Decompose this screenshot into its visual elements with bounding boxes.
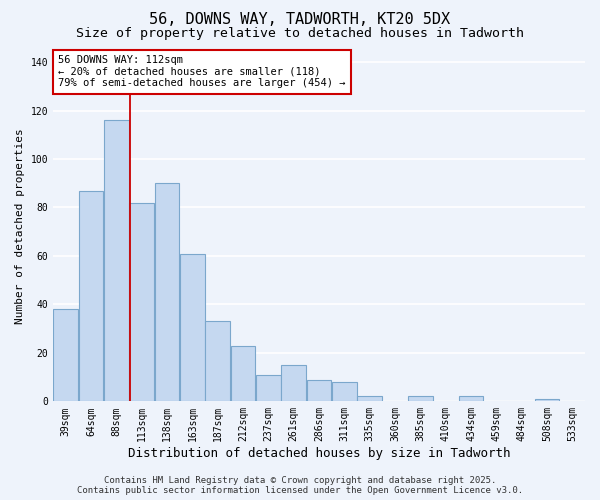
- X-axis label: Distribution of detached houses by size in Tadworth: Distribution of detached houses by size …: [128, 447, 510, 460]
- Bar: [535, 399, 559, 402]
- Bar: [155, 184, 179, 402]
- Y-axis label: Number of detached properties: Number of detached properties: [15, 128, 25, 324]
- Bar: [79, 190, 103, 402]
- Bar: [53, 310, 78, 402]
- Bar: [256, 374, 281, 402]
- Bar: [205, 322, 230, 402]
- Text: Contains HM Land Registry data © Crown copyright and database right 2025.
Contai: Contains HM Land Registry data © Crown c…: [77, 476, 523, 495]
- Bar: [307, 380, 331, 402]
- Text: 56, DOWNS WAY, TADWORTH, KT20 5DX: 56, DOWNS WAY, TADWORTH, KT20 5DX: [149, 12, 451, 28]
- Text: 56 DOWNS WAY: 112sqm
← 20% of detached houses are smaller (118)
79% of semi-deta: 56 DOWNS WAY: 112sqm ← 20% of detached h…: [58, 56, 346, 88]
- Bar: [104, 120, 128, 402]
- Bar: [358, 396, 382, 402]
- Bar: [459, 396, 483, 402]
- Bar: [130, 202, 154, 402]
- Bar: [180, 254, 205, 402]
- Text: Size of property relative to detached houses in Tadworth: Size of property relative to detached ho…: [76, 28, 524, 40]
- Bar: [408, 396, 433, 402]
- Bar: [332, 382, 356, 402]
- Bar: [231, 346, 256, 402]
- Bar: [281, 365, 306, 402]
